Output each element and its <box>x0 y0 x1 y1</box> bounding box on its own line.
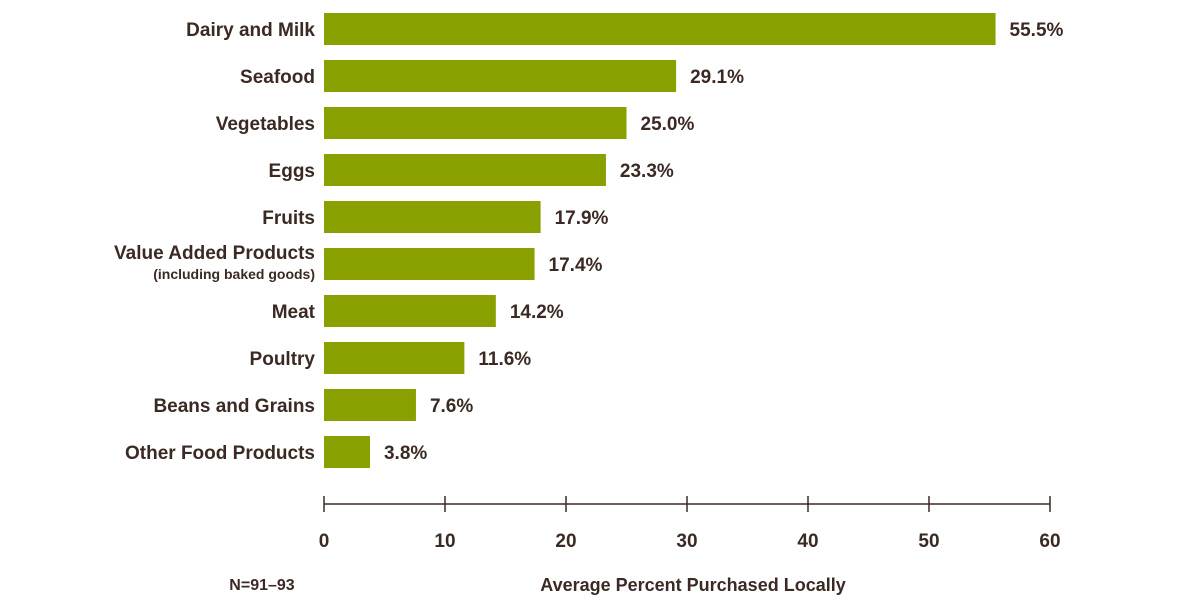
value-label: 17.4% <box>549 255 603 276</box>
sample-size-note: N=91–93 <box>229 577 294 594</box>
value-label: 23.3% <box>620 161 674 182</box>
value-label: 29.1% <box>690 67 744 88</box>
category-label: Vegetables <box>216 114 315 135</box>
bar <box>324 436 370 468</box>
bar <box>324 295 496 327</box>
value-label: 7.6% <box>430 396 473 417</box>
bar <box>324 342 465 374</box>
bar <box>324 248 535 280</box>
bar <box>324 154 606 186</box>
value-labels-group: 55.5% 29.1% 25.0% 23.3% 17.9% 17.4% 14.2% 11.6%… <box>384 20 1064 464</box>
category-label: Other Food Products <box>125 443 315 464</box>
x-axis: 0 10 20 30 40 50 60 <box>319 496 1061 552</box>
x-tick-label: 10 <box>434 531 455 552</box>
category-labels-group: Dairy and Milk Seafood Vegetables Eggs Fruit… <box>114 20 316 464</box>
category-label: Meat <box>272 302 316 323</box>
category-label: Fruits <box>262 208 315 229</box>
category-sublabel: (including baked goods) <box>153 266 315 282</box>
category-label: Dairy and Milk <box>186 20 315 41</box>
category-label: Poultry <box>250 349 316 370</box>
x-axis-title: Average Percent Purchased Locally <box>540 575 845 595</box>
category-label: Seafood <box>240 67 315 88</box>
category-label: Eggs <box>269 161 315 182</box>
x-tick-label: 60 <box>1039 531 1060 552</box>
category-label: Value Added Products <box>114 243 315 264</box>
value-label: 25.0% <box>641 114 695 135</box>
bar <box>324 13 996 45</box>
value-label: 14.2% <box>510 302 564 323</box>
value-label: 11.6% <box>478 349 531 370</box>
x-tick-label: 0 <box>319 531 330 552</box>
value-label: 3.8% <box>384 443 427 464</box>
x-tick-label: 50 <box>918 531 939 552</box>
x-tick-label: 40 <box>797 531 818 552</box>
category-label: Beans and Grains <box>153 396 315 417</box>
x-tick-label: 20 <box>555 531 576 552</box>
value-label: 55.5% <box>1010 20 1064 41</box>
bar <box>324 60 677 92</box>
x-tick-label: 30 <box>676 531 697 552</box>
bar <box>324 201 541 233</box>
bar <box>324 389 416 421</box>
bar <box>324 107 627 139</box>
bars-group <box>324 13 996 468</box>
value-label: 17.9% <box>555 208 609 229</box>
